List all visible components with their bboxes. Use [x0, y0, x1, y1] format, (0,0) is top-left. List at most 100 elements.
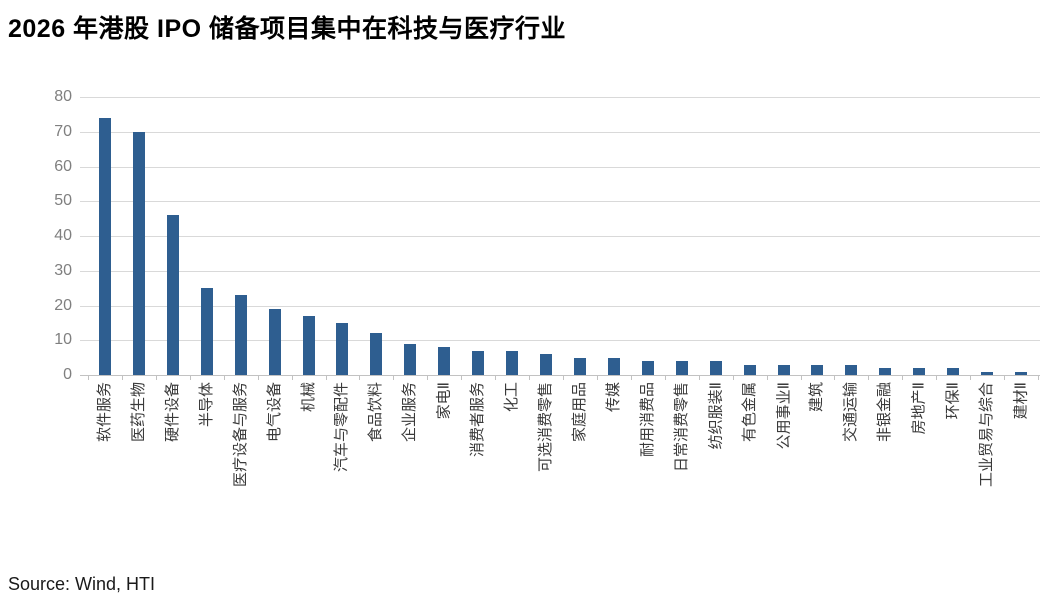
x-axis-label: 企业服务	[401, 382, 418, 443]
bar	[608, 358, 620, 375]
bar	[710, 361, 722, 375]
x-axis-label: 家庭用品	[571, 382, 588, 443]
x-axis-label: 医药生物	[130, 382, 147, 443]
x-axis-label: 房地产Ⅱ	[910, 382, 927, 435]
x-axis-tick-mark	[258, 376, 259, 380]
gridline	[80, 132, 1040, 133]
bar	[370, 333, 382, 375]
bar	[744, 365, 756, 375]
x-axis-label: 家电Ⅱ	[435, 382, 452, 420]
y-axis-tick-label: 50	[54, 192, 72, 209]
x-axis-label: 医疗设备与服务	[232, 382, 249, 488]
bar	[947, 368, 959, 375]
x-axis-tick-mark	[495, 376, 496, 380]
gridline	[80, 97, 1040, 98]
x-axis-tick-mark	[970, 376, 971, 380]
x-axis-tick-mark	[224, 376, 225, 380]
bar	[879, 368, 891, 375]
bar	[336, 323, 348, 375]
x-axis-label: 汽车与零配件	[333, 382, 350, 473]
x-axis-label: 软件服务	[96, 382, 113, 443]
y-axis-tick-label: 40	[54, 227, 72, 244]
x-axis-label: 纺织服装Ⅱ	[707, 382, 724, 450]
y-axis-tick-label: 70	[54, 123, 72, 140]
x-axis-tick-mark	[902, 376, 903, 380]
x-axis-tick-mark	[1004, 376, 1005, 380]
bar	[269, 309, 281, 375]
x-axis-tick-mark	[699, 376, 700, 380]
x-axis-label: 非银金融	[876, 382, 893, 443]
bar	[235, 295, 247, 375]
x-axis-line	[80, 375, 1040, 376]
x-axis-tick-mark	[393, 376, 394, 380]
gridline	[80, 306, 1040, 307]
x-axis-label: 消费者服务	[469, 382, 486, 458]
x-axis-tick-mark	[190, 376, 191, 380]
bar	[303, 316, 315, 375]
bar-chart: 0 10 20 30 40 50 60 70 80 软件服务 医药生物 硬件设备 半导体 医疗设备与服务电…	[0, 75, 1056, 575]
x-axis-tick-mark	[665, 376, 666, 380]
x-axis-tick-mark	[122, 376, 123, 380]
bar	[642, 361, 654, 375]
x-axis-tick-mark	[461, 376, 462, 380]
x-axis-label: 食品饮料	[367, 382, 384, 443]
bar	[811, 365, 823, 375]
bar	[1015, 372, 1027, 375]
x-axis-tick-mark	[529, 376, 530, 380]
x-axis-label: 传媒	[605, 382, 622, 413]
x-axis-label: 有色金属	[741, 382, 758, 443]
bar	[540, 354, 552, 375]
chart-title: 2026 年港股 IPO 储备项目集中在科技与医疗行业	[8, 15, 567, 43]
bar	[845, 365, 857, 375]
x-axis-label: 耐用消费品	[639, 382, 656, 458]
bar	[404, 344, 416, 375]
x-axis-tick-mark	[1038, 376, 1039, 380]
x-axis-tick-mark	[834, 376, 835, 380]
bar	[438, 347, 450, 375]
x-axis-tick-mark	[156, 376, 157, 380]
x-axis-tick-mark	[936, 376, 937, 380]
x-axis-tick-mark	[563, 376, 564, 380]
gridline	[80, 340, 1040, 341]
bar	[167, 215, 179, 375]
x-axis-label: 日常消费零售	[673, 382, 690, 473]
y-axis-tick-label: 20	[54, 297, 72, 314]
x-axis-label: 交通运输	[842, 382, 859, 443]
x-axis-tick-mark	[326, 376, 327, 380]
gridline	[80, 271, 1040, 272]
x-axis-label: 化工	[503, 382, 520, 413]
gridline	[80, 201, 1040, 202]
x-axis-label: 可选消费零售	[537, 382, 554, 473]
x-axis-tick-mark	[292, 376, 293, 380]
bar	[913, 368, 925, 375]
x-axis-tick-mark	[359, 376, 360, 380]
gridline	[80, 167, 1040, 168]
bar	[574, 358, 586, 375]
bar	[778, 365, 790, 375]
x-axis-label: 建筑	[808, 382, 825, 413]
x-axis-tick-mark	[597, 376, 598, 380]
x-axis-label: 公用事业Ⅱ	[775, 382, 792, 450]
bar	[472, 351, 484, 375]
x-axis-tick-mark	[801, 376, 802, 380]
gridline	[80, 236, 1040, 237]
x-axis-tick-mark	[427, 376, 428, 380]
y-axis-tick-label: 60	[54, 158, 72, 175]
bar	[133, 132, 145, 375]
x-axis-label: 建材Ⅱ	[1012, 382, 1029, 420]
bar	[506, 351, 518, 375]
x-axis-tick-mark	[88, 376, 89, 380]
x-axis-label: 环保Ⅱ	[944, 382, 961, 420]
x-axis-tick-mark	[767, 376, 768, 380]
x-axis-label: 半导体	[198, 382, 215, 428]
y-axis-tick-label: 0	[63, 366, 72, 383]
bar	[981, 372, 993, 375]
bar	[201, 288, 213, 375]
y-axis-tick-label: 30	[54, 262, 72, 279]
x-axis-label: 工业贸易与综合	[978, 382, 995, 488]
x-axis-tick-mark	[868, 376, 869, 380]
source-note: Source: Wind, HTI	[8, 574, 156, 594]
bar	[99, 118, 111, 375]
x-axis-tick-mark	[733, 376, 734, 380]
